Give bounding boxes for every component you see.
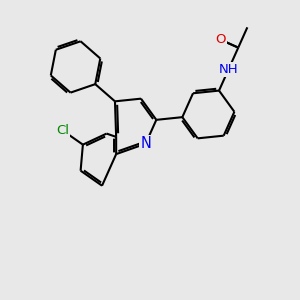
Text: N: N (140, 136, 151, 151)
Text: O: O (215, 33, 226, 46)
Text: Cl: Cl (56, 124, 69, 137)
Text: NH: NH (219, 63, 238, 76)
